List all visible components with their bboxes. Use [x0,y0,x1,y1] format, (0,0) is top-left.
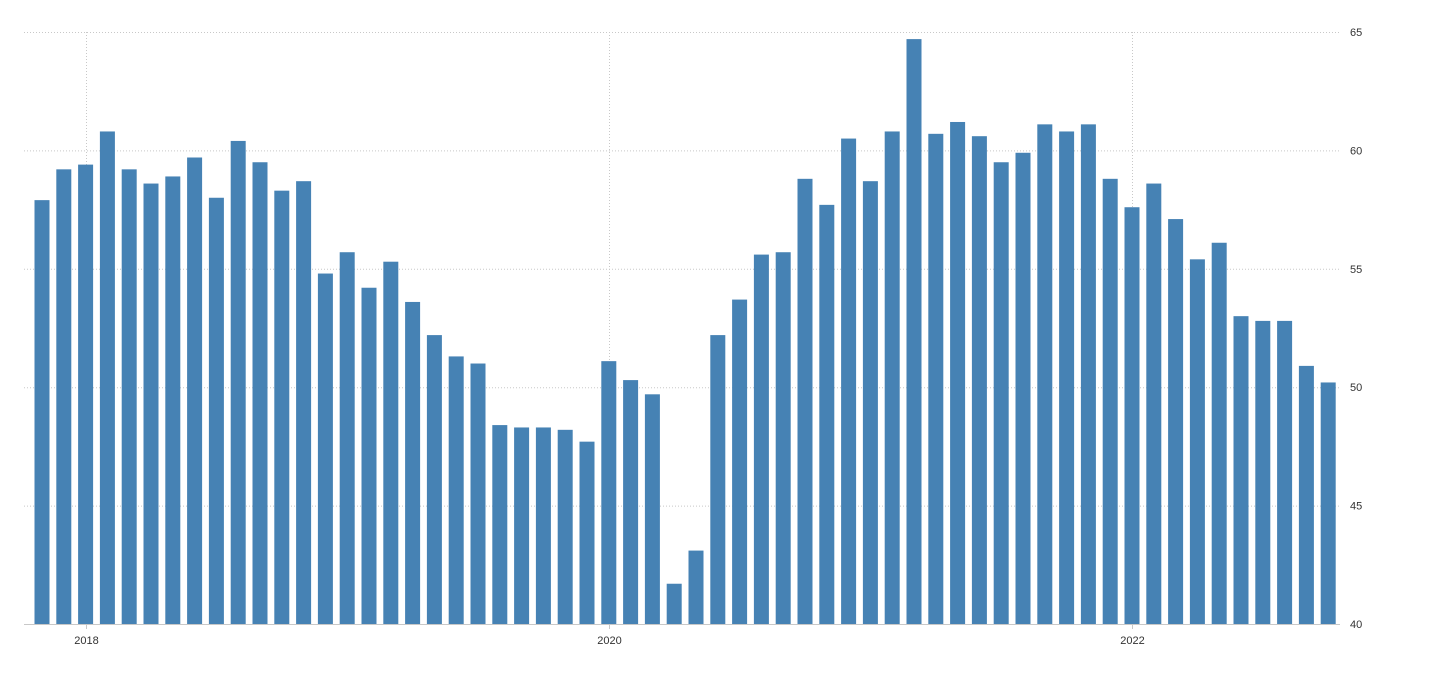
bar-2020-09[interactable] [775,252,791,624]
bar-2021-04[interactable] [928,133,944,624]
bar-2019-03[interactable] [383,261,399,624]
bar-2019-08[interactable] [492,425,508,624]
bar-2020-03[interactable] [644,394,660,624]
y-tick-label: 45 [1350,501,1362,513]
bar-2018-11[interactable] [296,181,312,624]
bar-2020-07[interactable] [732,299,748,624]
bar-2017-11[interactable] [34,200,50,624]
bar-2022-02[interactable] [1146,183,1162,625]
bar-2022-07[interactable] [1255,320,1271,624]
bar-2019-11[interactable] [557,429,573,624]
y-axis-ticks: 40 45 50 55 60 65 [1350,27,1362,631]
bar-2019-02[interactable] [361,287,377,624]
bar-2022-04[interactable] [1189,259,1205,624]
bar-2018-01[interactable] [78,164,94,625]
bar-2022-03[interactable] [1168,219,1184,624]
bar-2022-09[interactable] [1298,365,1314,624]
bar-2021-09[interactable] [1037,124,1053,624]
x-tick-label: 2022 [1120,635,1144,647]
bar-2021-02[interactable] [884,131,900,624]
bar-2017-12[interactable] [56,169,72,624]
bar-2019-09[interactable] [514,427,530,624]
bar-2021-07[interactable] [993,162,1009,625]
bar-2019-04[interactable] [405,301,421,624]
bar-2019-05[interactable] [426,335,442,624]
bar-2021-03[interactable] [906,39,922,625]
y-tick-label: 65 [1350,27,1362,39]
bar-2018-03[interactable] [121,169,137,624]
bar-2018-09[interactable] [252,162,268,625]
bar-2020-08[interactable] [753,254,769,624]
bar-2018-07[interactable] [208,197,224,624]
x-tick-label: 2020 [597,635,621,647]
bar-2022-10[interactable] [1320,382,1336,624]
bar-2021-01[interactable] [862,181,878,624]
bar-2019-07[interactable] [470,363,486,624]
bar-2021-05[interactable] [950,121,966,624]
bar-2020-10[interactable] [797,178,813,624]
bar-2020-12[interactable] [841,138,857,624]
bar-2021-11[interactable] [1080,124,1096,624]
bar-2021-10[interactable] [1059,131,1075,624]
bar-2018-10[interactable] [274,190,290,624]
bar-2022-08[interactable] [1277,320,1293,624]
x-tick-label: 2018 [74,635,98,647]
y-tick-label: 55 [1350,264,1362,276]
bar-2020-05[interactable] [688,550,704,624]
bar-2022-06[interactable] [1233,316,1249,624]
bar-2022-01[interactable] [1124,207,1140,625]
x-axis-ticks: 2018 2020 2022 [74,624,1145,647]
y-tick-label: 40 [1350,619,1362,631]
bar-2019-06[interactable] [448,356,464,624]
bar-2018-06[interactable] [187,157,203,625]
bar-2021-06[interactable] [971,136,987,624]
bar-2018-02[interactable] [99,131,115,624]
bar-2019-01[interactable] [339,252,355,624]
bar-2021-12[interactable] [1102,178,1118,624]
bar-2019-10[interactable] [535,427,551,624]
bars [34,39,1336,625]
bar-2018-04[interactable] [143,183,159,625]
y-tick-label: 50 [1350,382,1362,394]
bar-2020-01[interactable] [601,361,617,624]
bar-2020-04[interactable] [666,583,682,624]
bar-2020-02[interactable] [623,380,639,624]
bar-2019-12[interactable] [579,441,595,624]
bar-2022-05[interactable] [1211,242,1227,624]
bar-2020-11[interactable] [819,204,835,625]
bar-2021-08[interactable] [1015,152,1031,624]
bar-2020-06[interactable] [710,335,726,624]
bar-2018-05[interactable] [165,176,181,624]
y-tick-label: 60 [1350,145,1362,157]
bar-2018-12[interactable] [317,273,333,624]
bar-2018-08[interactable] [230,140,246,624]
